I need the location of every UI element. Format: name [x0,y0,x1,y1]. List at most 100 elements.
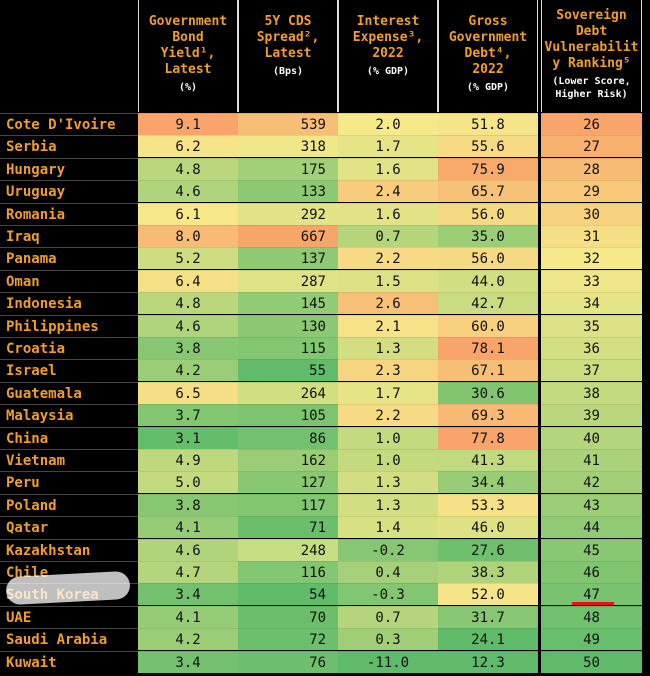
column-title-1: Government Bond Yield¹, Latest [148,14,228,77]
right-border [642,337,650,359]
cell-cds: 71 [238,516,338,539]
cell-cds: 86 [238,426,338,449]
country-label: Serbia [0,135,138,158]
cell-rank: 36 [541,337,642,359]
cell-rank: 35 [541,314,642,337]
cell-debt: 44.0 [438,269,538,292]
cell-debt: 52.0 [438,583,538,606]
country-label: Oman [0,269,138,292]
cell-yield: 5.0 [138,471,238,494]
country-label: Romania [0,202,138,225]
column-title-4: Gross Government Debt⁴, 2022 [448,14,528,77]
cell-rank: 47 [541,583,642,606]
cell-interest: 1.7 [338,381,438,404]
country-label: Malaysia [0,404,138,427]
column-header-3: Interest Expense³, 2022 (% GDP) [338,0,438,112]
cell-interest: 2.6 [338,292,438,315]
cell-interest: 0.3 [338,628,438,651]
column-title-2: 5Y CDS Spread², Latest [256,14,320,61]
cell-yield: 4.6 [138,314,238,337]
cell-interest: 2.3 [338,359,438,382]
column-gap [538,113,541,135]
cell-yield: 3.8 [138,493,238,516]
country-label: Guatemala [0,381,138,404]
right-border [642,605,650,628]
cell-cds: 248 [238,538,338,561]
cell-rank: 37 [541,359,642,382]
column-gap [538,538,541,561]
table-row: Saudi Arabia 4.2 72 0.3 24.1 49 [0,628,650,651]
cell-debt: 55.6 [438,135,538,158]
right-border [642,225,650,247]
cell-rank: 29 [541,180,642,203]
cell-cds: 539 [238,113,338,135]
cell-interest: 1.3 [338,337,438,359]
country-label: Qatar [0,516,138,539]
column-header-1: Government Bond Yield¹, Latest (%) [138,0,238,112]
table-row: Philippines 4.6 130 2.1 60.0 35 [0,314,650,337]
cell-cds: 76 [238,650,338,673]
cell-yield: 4.2 [138,628,238,651]
table-row: China 3.1 86 1.0 77.8 40 [0,426,650,449]
table-row: Oman 6.4 287 1.5 44.0 33 [0,269,650,292]
cell-debt: 27.6 [438,538,538,561]
cell-yield: 6.2 [138,135,238,158]
cell-debt: 56.0 [438,202,538,225]
cell-rank: 40 [541,426,642,449]
cell-rank: 48 [541,605,642,628]
table-row: Qatar 4.1 71 1.4 46.0 44 [0,516,650,539]
right-border [642,561,650,583]
cell-debt: 75.9 [438,157,538,180]
table-row: Croatia 3.8 115 1.3 78.1 36 [0,337,650,359]
cell-yield: 3.8 [138,337,238,359]
cell-cds: 292 [238,202,338,225]
right-border [642,493,650,516]
right-border [642,135,650,158]
cell-interest: -0.3 [338,583,438,606]
right-border [642,113,650,135]
cell-rank: 49 [541,628,642,651]
right-border [642,359,650,382]
cell-cds: 130 [238,314,338,337]
country-label: Saudi Arabia [0,628,138,651]
right-border [642,471,650,494]
table-row: Uruguay 4.6 133 2.4 65.7 29 [0,180,650,203]
cell-debt: 41.3 [438,449,538,471]
cell-interest: 1.3 [338,471,438,494]
cell-rank: 41 [541,449,642,471]
table-row: Poland 3.8 117 1.3 53.3 43 [0,493,650,516]
cell-interest: 2.2 [338,247,438,270]
cell-cds: 667 [238,225,338,247]
column-unit-2: (Bps) [272,66,304,77]
column-title-3: Interest Expense³, 2022 [352,14,424,61]
right-border [642,583,650,606]
column-gap [538,471,541,494]
column-gap [538,650,541,673]
column-gap [538,493,541,516]
column-header-4: Gross Government Debt⁴, 2022 (% GDP) [438,0,538,112]
column-gap [538,359,541,382]
cell-interest: 1.5 [338,269,438,292]
cell-debt: 24.1 [438,628,538,651]
cell-cds: 133 [238,180,338,203]
cell-yield: 4.6 [138,538,238,561]
right-border [642,516,650,539]
cell-interest: 1.6 [338,157,438,180]
column-gap [538,337,541,359]
column-gap [538,628,541,651]
cell-interest: 1.0 [338,426,438,449]
cell-interest: 0.4 [338,561,438,583]
cell-rank: 28 [541,157,642,180]
country-label: Kuwait [0,650,138,673]
cell-rank: 46 [541,561,642,583]
cell-interest: -0.2 [338,538,438,561]
table-row: Kazakhstan 4.6 248 -0.2 27.6 45 [0,538,650,561]
cell-debt: 67.1 [438,359,538,382]
cell-debt: 60.0 [438,314,538,337]
cell-yield: 3.1 [138,426,238,449]
table-row: Vietnam 4.9 162 1.0 41.3 41 [0,449,650,471]
country-label: Cote D'Ivoire [0,113,138,135]
table-row: Guatemala 6.5 264 1.7 30.6 38 [0,381,650,404]
cell-debt: 78.1 [438,337,538,359]
country-label: Kazakhstan [0,538,138,561]
